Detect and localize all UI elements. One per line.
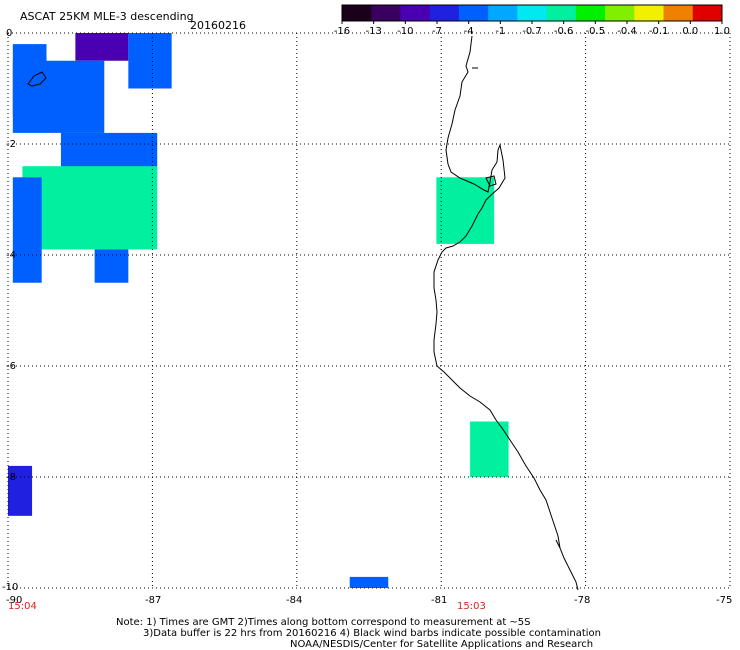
wind-speed-cell (128, 33, 172, 89)
colorbar-swatch (458, 5, 489, 21)
lat-label-4: -4 (6, 250, 16, 261)
coast-inlet-tick (472, 67, 561, 549)
colorbar-label: 0.0 (682, 26, 698, 37)
grid-lines (7, 32, 731, 589)
colorbar-label: -7 (432, 26, 442, 37)
lat-label-10: -10 (2, 582, 18, 593)
wind-speed-cell (22, 166, 158, 250)
time-label-right: 15:03 (457, 601, 486, 612)
footer-note-line2: 3)Data buffer is 22 hrs from 20160216 4)… (143, 628, 601, 639)
lat-label-2: -2 (6, 139, 16, 150)
wind-speed-cell (8, 465, 33, 516)
colorbar-swatch (371, 5, 401, 21)
lat-label-8: -8 (6, 472, 16, 483)
colorbar: -16 -13 -10 -7 -4 -1 -0.7 -0.6 -0.5 -0.4 -0.1 0.0 1.… (334, 4, 730, 37)
coastline-south-america (433, 35, 579, 591)
product-title: ASCAT 25KM MLE-3 descending (20, 10, 194, 23)
colorbar-swatch (400, 5, 431, 21)
product-date: 20160216 (190, 19, 246, 32)
wind-speed-cell (349, 576, 389, 588)
colorbar-label: -0.5 (586, 26, 606, 37)
colorbar-label: -0.7 (522, 26, 542, 37)
wind-speed-cell (12, 177, 42, 283)
lon-label-75: -75 (716, 595, 732, 606)
lon-label-78: -78 (574, 595, 590, 606)
lon-label-87: -87 (145, 595, 161, 606)
colorbar-swatch (663, 5, 694, 21)
colorbar-label: -10 (397, 26, 413, 37)
coast-inlet (485, 175, 497, 187)
footer-note-line1: Note: 1) Times are GMT 2)Times along bot… (116, 617, 531, 628)
colorbar-swatch (488, 5, 518, 21)
time-label-left: 15:04 (8, 601, 37, 612)
colorbar-swatch (605, 5, 635, 21)
wind-speed-cell (436, 177, 495, 244)
footer-credit: NOAA/NESDIS/Center for Satellite Applica… (290, 639, 594, 650)
lon-label-81: -81 (431, 595, 447, 606)
colorbar-label: -13 (365, 26, 381, 37)
colorbar-label: -1 (495, 26, 505, 37)
island-outline (27, 71, 47, 87)
lat-label-6: -6 (6, 361, 16, 372)
colorbar-swatch (517, 5, 548, 21)
colorbar-swatch (575, 5, 606, 21)
colorbar-swatch (634, 5, 665, 21)
data-cells (8, 33, 509, 588)
colorbar-swatch (692, 5, 723, 21)
colorbar-label: -16 (334, 26, 350, 37)
colorbar-swatch (429, 5, 460, 21)
wind-speed-cell (94, 249, 129, 283)
colorbar-label: -0.6 (554, 26, 574, 37)
colorbar-label: -0.1 (649, 26, 669, 37)
wind-speed-cell (12, 60, 105, 133)
lon-label-90: -90 (6, 595, 22, 606)
wind-speed-cell (470, 421, 509, 477)
colorbar-swatch (342, 5, 372, 21)
wind-speed-cell (75, 33, 129, 61)
colorbar-label: 1.0 (714, 26, 730, 37)
lon-label-84: -84 (286, 595, 302, 606)
coastline (27, 35, 579, 591)
lat-label-0: 0 (6, 28, 12, 39)
axis-labels: 0 -2 -4 -6 -8 -10 -90 -87 -84 -81 -78 -7… (2, 28, 732, 612)
colorbar-label: -4 (464, 26, 474, 37)
colorbar-swatch (546, 5, 577, 21)
colorbar-label: -0.4 (617, 26, 637, 37)
